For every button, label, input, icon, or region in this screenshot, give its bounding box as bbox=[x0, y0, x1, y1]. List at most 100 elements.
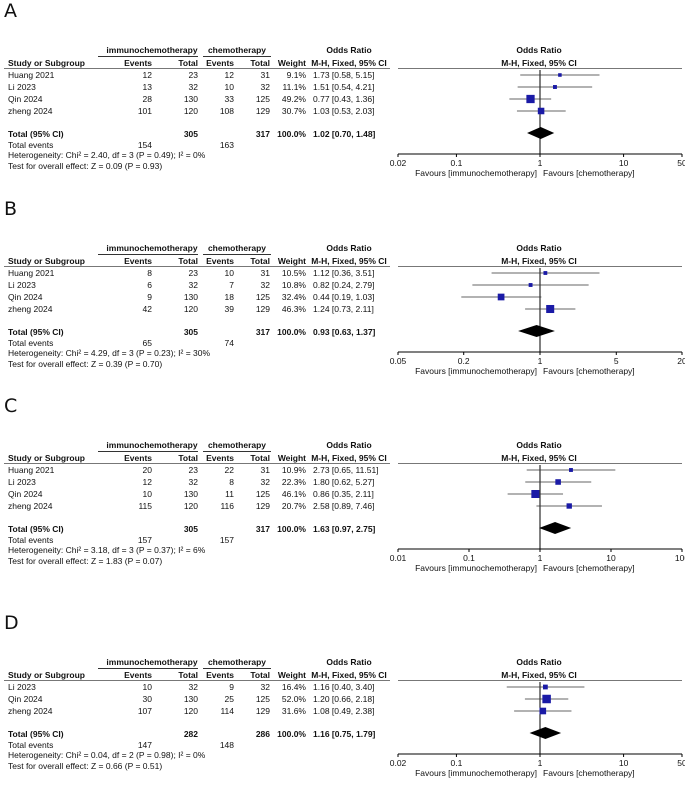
plot-or-title: Odds Ratio bbox=[516, 243, 562, 253]
study-events2: 8 bbox=[229, 477, 234, 487]
study-events1: 8 bbox=[147, 268, 152, 278]
study-events1: 20 bbox=[142, 465, 152, 475]
total2-header: Total bbox=[250, 256, 270, 266]
study-events2: 108 bbox=[219, 106, 234, 116]
favours-right-label: Favours [chemotherapy] bbox=[543, 168, 635, 178]
study-name: Huang 2021 bbox=[8, 465, 55, 475]
study-total1: 32 bbox=[188, 280, 198, 290]
study-or-ci: 0.86 [0.35, 2.11] bbox=[313, 489, 374, 499]
group1-header: immunochemotherapy bbox=[106, 45, 198, 55]
heterogeneity-text: Heterogeneity: Chi² = 4.29, df = 3 (P = … bbox=[8, 348, 211, 358]
study-name: Qin 2024 bbox=[8, 292, 43, 302]
study-or-marker bbox=[526, 94, 535, 104]
study-total1: 32 bbox=[188, 82, 198, 92]
total2-header: Total bbox=[250, 670, 270, 680]
total-label: Total (95% CI) bbox=[8, 129, 64, 139]
x-tick-label: 1 bbox=[538, 356, 543, 366]
favours-left-label: Favours [immunochemotherapy] bbox=[415, 768, 537, 778]
study-events2: 11 bbox=[225, 489, 234, 499]
total-n1: 305 bbox=[183, 327, 198, 337]
favours-left-label: Favours [immunochemotherapy] bbox=[415, 366, 537, 376]
study-events1: 42 bbox=[142, 304, 152, 314]
study-events2: 10 bbox=[224, 82, 234, 92]
study-name: Li 2023 bbox=[8, 82, 36, 92]
total1-header: Total bbox=[178, 256, 198, 266]
total-n2: 286 bbox=[255, 729, 270, 739]
study-total2: 32 bbox=[260, 280, 270, 290]
study-events2: 116 bbox=[220, 501, 234, 511]
heterogeneity-text: Heterogeneity: Chi² = 3.18, df = 3 (P = … bbox=[8, 545, 206, 555]
panel-label: A bbox=[4, 0, 17, 22]
study-events2: 39 bbox=[224, 304, 234, 314]
study-weight: 20.7% bbox=[281, 501, 306, 511]
study-or-marker bbox=[497, 293, 505, 301]
study-or-ci: 1.73 [0.58, 5.15] bbox=[313, 70, 375, 80]
events1-header: Events bbox=[124, 453, 152, 463]
study-events1: 115 bbox=[138, 501, 152, 511]
study-name: zheng 2024 bbox=[8, 706, 53, 716]
study-or-marker bbox=[555, 479, 561, 485]
group1-underline bbox=[98, 451, 198, 452]
overall-effect-text: Test for overall effect: Z = 0.66 (P = 0… bbox=[8, 761, 163, 771]
study-name: zheng 2024 bbox=[8, 501, 53, 511]
pooled-diamond bbox=[527, 127, 555, 139]
study-weight: 10.8% bbox=[281, 280, 306, 290]
weight-header: Weight bbox=[277, 58, 306, 68]
total-n2: 317 bbox=[255, 524, 270, 534]
or-title-header: Odds Ratio bbox=[326, 243, 372, 253]
total-events1: 147 bbox=[137, 740, 152, 750]
study-events2: 9 bbox=[229, 682, 234, 692]
study-header: Study or Subgroup bbox=[8, 670, 85, 680]
study-events2: 7 bbox=[229, 280, 234, 290]
x-tick-label: 10 bbox=[606, 553, 616, 563]
study-name: zheng 2024 bbox=[8, 106, 53, 116]
favours-right-label: Favours [chemotherapy] bbox=[543, 563, 635, 573]
plot-header-rule bbox=[398, 463, 682, 464]
total-weight: 100.0% bbox=[277, 327, 306, 337]
total-n1: 282 bbox=[183, 729, 198, 739]
group1-underline bbox=[98, 254, 198, 255]
study-or-marker bbox=[566, 503, 572, 509]
or-method-header: M-H, Fixed, 95% CI bbox=[311, 256, 387, 266]
heterogeneity-text: Heterogeneity: Chi² = 0.04, df = 2 (P = … bbox=[8, 750, 206, 760]
study-total2: 32 bbox=[260, 82, 270, 92]
events2-header: Events bbox=[206, 58, 234, 68]
header-rule bbox=[4, 463, 390, 464]
total-weight: 100.0% bbox=[277, 129, 306, 139]
total-or-ci: 0.93 [0.63, 1.37] bbox=[313, 327, 376, 337]
events1-header: Events bbox=[124, 670, 152, 680]
group1-header: immunochemotherapy bbox=[106, 440, 198, 450]
plot-or-method: M-H, Fixed, 95% CI bbox=[501, 453, 577, 463]
study-or-marker bbox=[528, 283, 533, 287]
study-events2: 18 bbox=[224, 292, 234, 302]
x-tick-label: 50 bbox=[677, 158, 685, 168]
events1-header: Events bbox=[124, 256, 152, 266]
study-name: Li 2023 bbox=[8, 477, 36, 487]
study-weight: 9.1% bbox=[286, 70, 306, 80]
study-or-ci: 1.16 [0.40, 3.40] bbox=[313, 682, 375, 692]
study-total2: 125 bbox=[255, 94, 270, 104]
study-total2: 31 bbox=[260, 465, 270, 475]
study-name: Qin 2024 bbox=[8, 489, 43, 499]
study-total2: 32 bbox=[260, 477, 270, 487]
study-weight: 49.2% bbox=[281, 94, 306, 104]
favours-left-label: Favours [immunochemotherapy] bbox=[415, 168, 537, 178]
x-tick-label: 0.02 bbox=[390, 158, 407, 168]
study-or-marker bbox=[569, 468, 573, 472]
study-or-marker bbox=[543, 684, 548, 690]
study-events2: 10 bbox=[224, 268, 234, 278]
total2-header: Total bbox=[250, 58, 270, 68]
study-total1: 120 bbox=[183, 304, 198, 314]
x-tick-label: 1 bbox=[538, 553, 543, 563]
total-label: Total (95% CI) bbox=[8, 327, 64, 337]
group1-underline bbox=[98, 56, 198, 57]
study-name: Huang 2021 bbox=[8, 70, 55, 80]
study-header: Study or Subgroup bbox=[8, 58, 85, 68]
favours-right-label: Favours [chemotherapy] bbox=[543, 768, 635, 778]
group2-underline bbox=[203, 56, 271, 57]
total-or-ci: 1.16 [0.75, 1.79] bbox=[313, 729, 376, 739]
plot-or-method: M-H, Fixed, 95% CI bbox=[501, 670, 577, 680]
plot-header-rule bbox=[398, 680, 682, 681]
